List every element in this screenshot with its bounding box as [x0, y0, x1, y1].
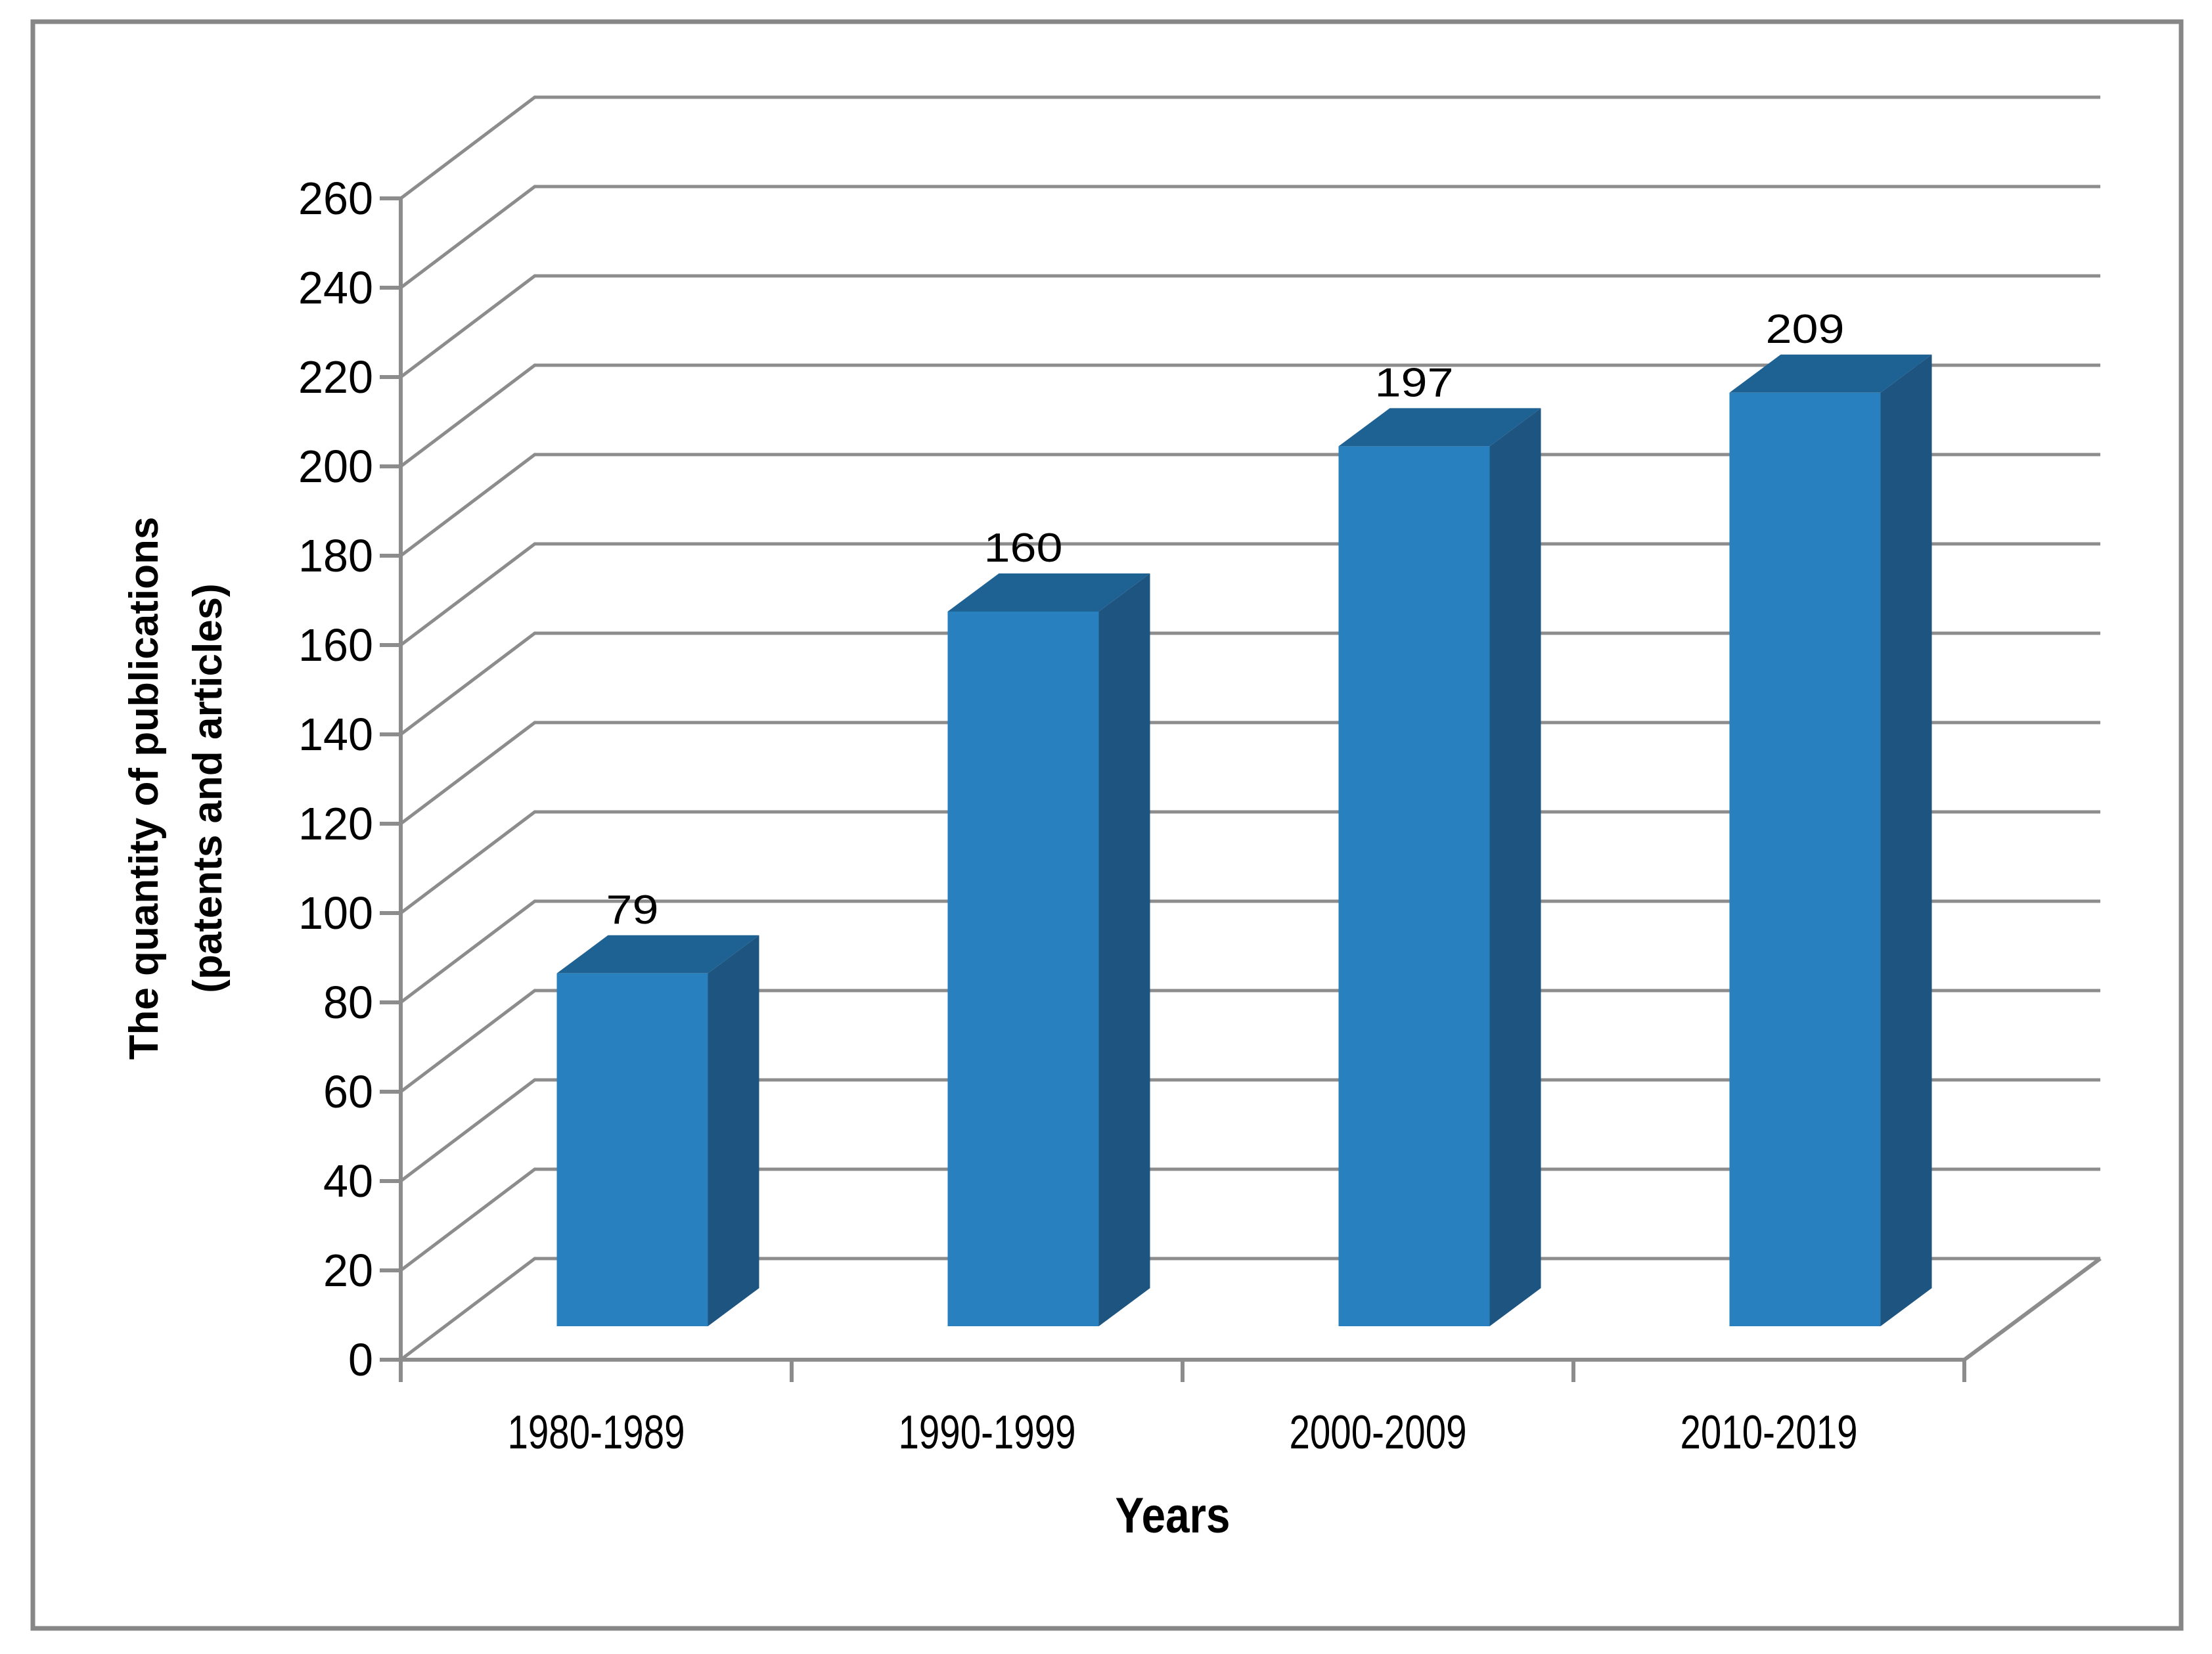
bar-1990-1999	[947, 573, 1150, 1326]
bar-top-face	[556, 935, 759, 973]
y-gridline-20	[399, 1167, 2100, 1272]
bar-top-face	[947, 573, 1150, 612]
y-tick-label-120: 120	[298, 798, 373, 849]
y-tick-label-40: 40	[323, 1155, 373, 1207]
y-gridline-160	[399, 542, 2100, 646]
category-label-1980-1989: 1980-1989	[508, 1406, 685, 1459]
data-label-197: 197	[1375, 360, 1454, 405]
y-gridline-180	[399, 453, 2100, 557]
bar-top-face	[1729, 354, 1932, 393]
data-label-160: 160	[984, 525, 1063, 571]
y-gridline-80	[399, 899, 2100, 1004]
bar-front-face	[1729, 392, 1881, 1326]
category-label-2010-2019: 2010-2019	[1681, 1406, 1858, 1459]
x-axis-title: Years	[1116, 1488, 1230, 1544]
axes-group	[399, 197, 2102, 1382]
figure-border	[30, 19, 2184, 1631]
bar-side-face	[1880, 354, 1932, 1326]
y-tick-label-100: 100	[298, 887, 373, 939]
category-labels-group: 1980-1989 1990-1999 2000-2009 2010-2019	[508, 1406, 1858, 1459]
bar-2010-2019	[1729, 354, 1932, 1326]
data-label-79: 79	[606, 887, 659, 933]
bar-front-face	[947, 612, 1099, 1326]
y-tick-labels-group: 0 20 40 60 80 100 120 140 160 180 200 220 240 260	[298, 173, 373, 1385]
y-gridline-260	[399, 95, 2100, 200]
y-gridline-220	[399, 274, 2100, 378]
y-tick-label-80: 80	[323, 977, 373, 1028]
bar-side-face	[1098, 573, 1150, 1326]
y-tick-label-240: 240	[298, 262, 373, 313]
gridlines-group	[380, 95, 2100, 1362]
y-tick-label-60: 60	[323, 1066, 373, 1117]
y-gridline-60	[399, 989, 2100, 1093]
y-tick-label-180: 180	[298, 530, 373, 581]
y-gridline-0	[399, 1257, 2100, 1361]
y-tick-label-0: 0	[348, 1334, 373, 1385]
y-gridline-200	[399, 363, 2100, 468]
y-axis-title-line-2: (patents and articles)	[185, 583, 231, 993]
y-tick-label-260: 260	[298, 173, 373, 224]
bar-side-face	[1489, 408, 1541, 1326]
data-label-209: 209	[1766, 307, 1845, 352]
y-gridline-140	[399, 631, 2100, 736]
y-tick-label-20: 20	[323, 1245, 373, 1296]
bar-front-face	[1338, 446, 1490, 1326]
bar-2000-2009	[1338, 408, 1541, 1326]
bar-side-face	[708, 935, 759, 1326]
y-gridline-40	[399, 1078, 2100, 1182]
y-gridline-240	[399, 185, 2100, 289]
category-label-1990-1999: 1990-1999	[899, 1406, 1076, 1459]
y-tick-label-200: 200	[298, 441, 373, 492]
bars-group	[556, 354, 1932, 1326]
y-gridline-100	[399, 810, 2100, 914]
bar-top-face	[1338, 408, 1541, 447]
y-axis-title-line-1: The quantity of publications	[122, 517, 167, 1060]
y-tick-label-160: 160	[298, 619, 373, 671]
y-gridline-120	[399, 721, 2100, 825]
bar-1980-1989	[556, 935, 759, 1326]
y-tick-label-140: 140	[298, 709, 373, 760]
y-tick-label-220: 220	[298, 351, 373, 403]
bar-front-face	[556, 973, 708, 1326]
category-label-2000-2009: 2000-2009	[1290, 1406, 1467, 1459]
data-labels-group: 79 160 197 209	[606, 307, 1845, 933]
